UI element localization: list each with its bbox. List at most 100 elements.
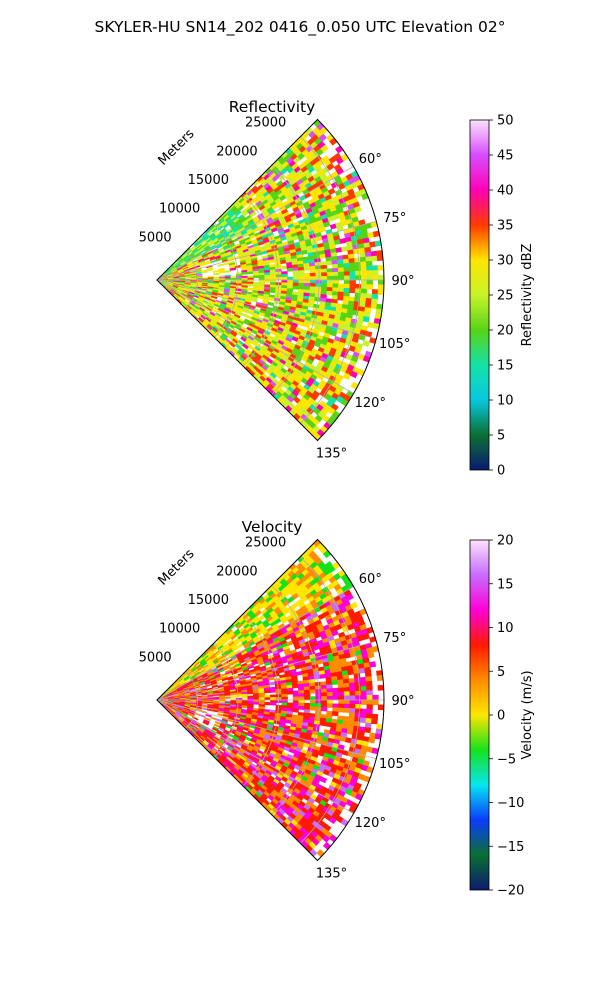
radar-cell [360,288,368,295]
radar-cell [206,268,214,272]
range-tick-label: 25000 [245,116,286,131]
radar-cell [337,295,344,301]
radar-cell [301,249,309,255]
radar-cell [264,689,271,694]
radar-cell [309,703,317,708]
radar-cell [235,283,243,286]
radar-cell [257,295,264,300]
radar-cell [298,693,305,698]
colorbar-tick-label: 40 [497,184,514,199]
radar-cell [349,288,356,294]
radar-cell [304,693,311,698]
velocity-panel: Velocity60°75°90°105°120°135°50001000015… [139,518,535,899]
radar-cell [298,276,305,281]
radar-cell [224,693,231,696]
radar-cell [309,696,317,701]
radar-cell [234,264,242,269]
colorbar-tick-label: 0 [497,464,505,479]
radar-cell [343,691,351,697]
radar-cell [349,283,356,289]
radar-cell [376,254,384,262]
radar-cell [281,696,288,701]
radar-cell [354,686,362,692]
range-tick-label: 5000 [139,230,172,245]
radar-cell [268,681,276,686]
radar-cell [217,263,224,267]
radar-cell [349,695,356,701]
radar-cell [360,284,368,290]
radar-cell [298,279,305,284]
radar-cell [326,684,333,690]
radar-cell [337,707,345,713]
radar-cell [213,272,220,276]
radar-cell [235,694,243,697]
radar-cell [365,260,373,267]
radar-cell [366,699,373,706]
radar-cell [348,678,356,684]
colorbar-tick-label: 35 [497,219,514,234]
radar-cell [326,272,334,277]
radar-cell [201,270,208,274]
radar-cell [304,279,311,284]
radar-cell [298,699,305,704]
radar-cell [338,695,345,701]
radar-cell [241,695,249,699]
radar-cell [267,301,275,307]
radar-cell [326,703,334,708]
radar-cell [366,274,373,281]
radar-cell [343,682,350,689]
colorbar-tick-label: 5 [497,429,505,444]
radar-cell [377,289,384,296]
radar-cell [285,719,292,724]
radar-cell [368,737,376,744]
angle-tick-label: 90° [391,274,414,289]
radar-cell [355,284,362,290]
radar-cell [309,283,317,288]
radar-cell [206,687,214,691]
angle-tick-label: 105° [379,337,410,352]
radar-cell [298,273,305,278]
radar-cell [360,293,367,299]
radar-cell [247,271,254,275]
radar-cell [349,266,356,272]
radar-cell [335,145,344,154]
radar-cell [319,721,327,727]
radar-cell [332,287,339,293]
radar-cell [369,241,377,248]
radar-cell [326,290,333,296]
radar-cell [337,683,345,689]
radar-cell [326,275,334,281]
radar-cell [230,692,237,696]
radar-cell [332,275,339,281]
radar-cell [352,248,360,255]
radar-cell [309,699,317,704]
radar-cell [354,266,362,272]
radar-cell [319,673,327,679]
reflectivity-panel: Reflectivity60°75°90°105°120°135°5000100… [139,98,535,479]
radar-cell [309,706,317,711]
radar-cell [298,690,305,695]
radar-cell [304,696,311,701]
colorbar-tick-label: 45 [497,149,514,164]
radar-cell [358,667,366,674]
colorbar-tick-label: 15 [497,359,514,374]
radar-cell [348,262,356,268]
radar-cell [350,381,359,390]
radar-cell [362,339,370,347]
radar-cell [354,292,362,299]
radar-cell [343,275,351,281]
radar-cell [355,690,362,696]
radar-cell [359,676,367,683]
radar-cell [210,295,218,300]
radar-cell [360,685,368,692]
radar-cell [212,270,220,273]
radar-cell [253,701,260,705]
radar-cell [360,261,367,267]
radar-cell [355,275,362,281]
radar-cell [366,704,373,710]
radar-cell [292,276,300,281]
radar-cell [343,267,351,273]
radar-cell [326,279,334,285]
radar-cell [321,692,328,697]
